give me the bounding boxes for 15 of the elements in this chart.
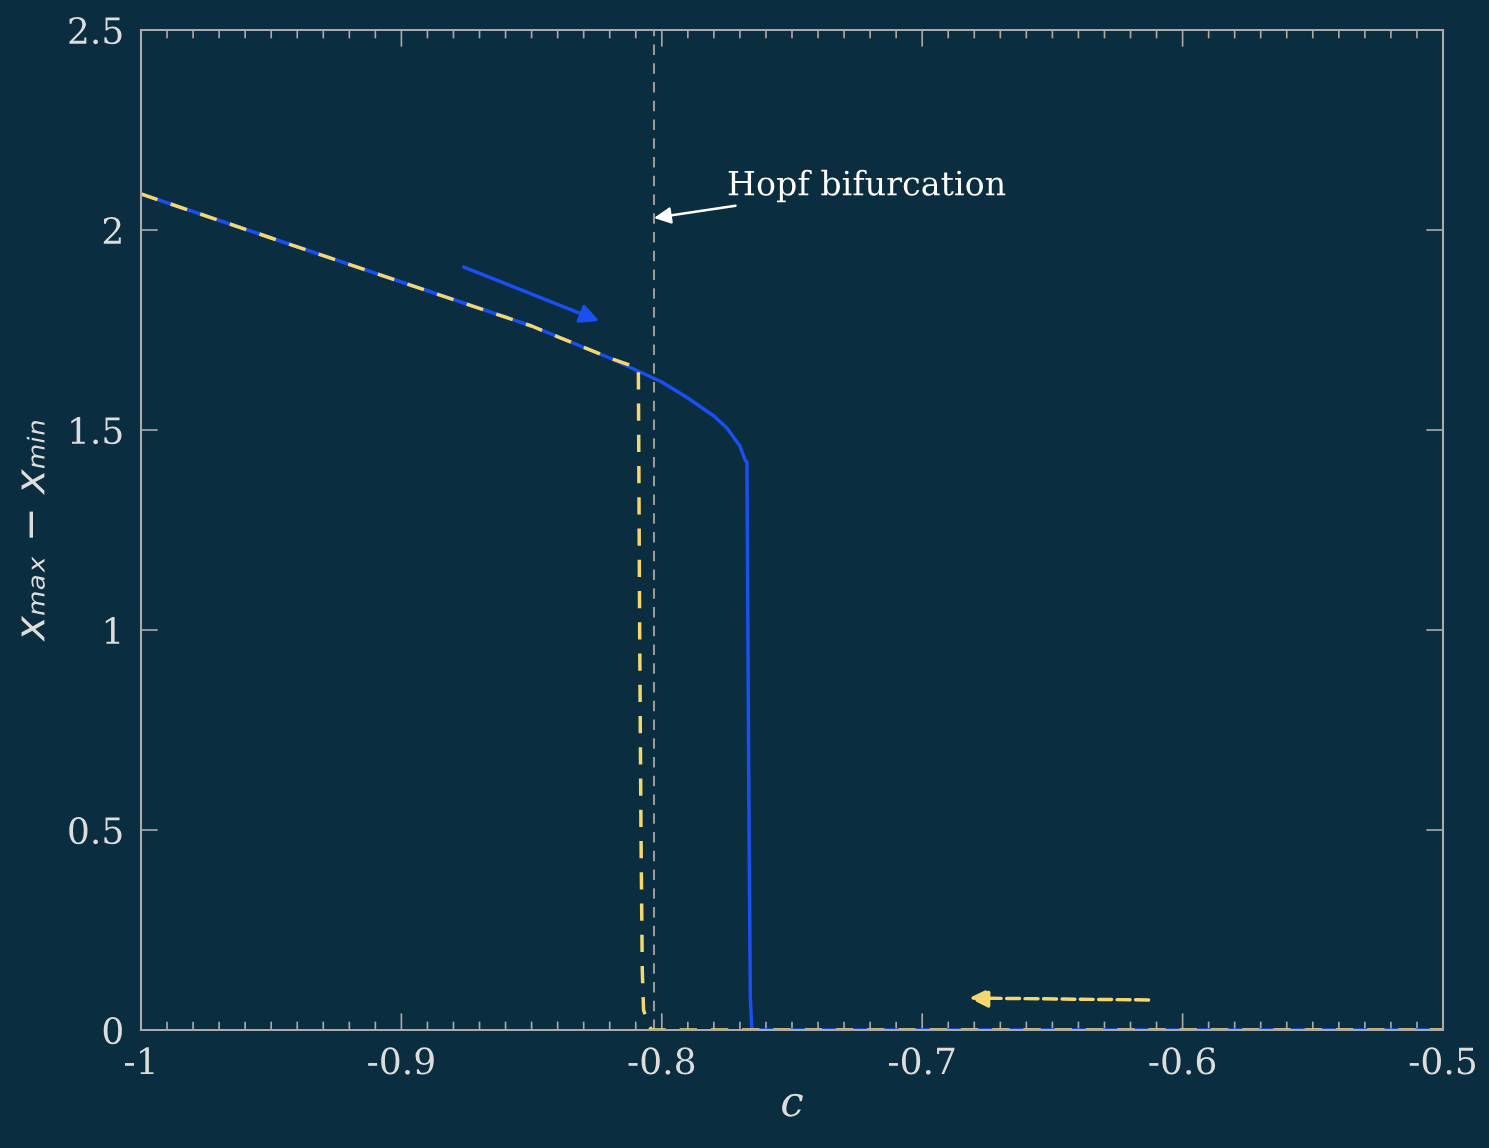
y-tick-label: 1.5 — [71, 416, 122, 445]
x-tick-label: -0.8 — [628, 1047, 695, 1075]
annotation: Hopf bifurcation — [728, 169, 1006, 203]
x-axis-title: c — [782, 1093, 803, 1117]
y-tick-label: 0.5 — [69, 816, 122, 845]
y-tick-label: 2 — [103, 216, 121, 244]
y-axis-title: xₘₐₓ − xₘᵢₙ — [21, 421, 45, 642]
x-tick-label: -0.7 — [888, 1047, 955, 1075]
x-tick-label: -0.5 — [1409, 1047, 1476, 1075]
x-tick-label: -0.9 — [368, 1047, 434, 1075]
x-tick-label: -1 — [125, 1047, 154, 1075]
y-tick-label: 2.5 — [69, 16, 122, 45]
x-tick-label: -0.6 — [1149, 1047, 1216, 1075]
y-tick-label: 0 — [103, 1016, 122, 1045]
y-tick-label: 1 — [105, 616, 120, 644]
